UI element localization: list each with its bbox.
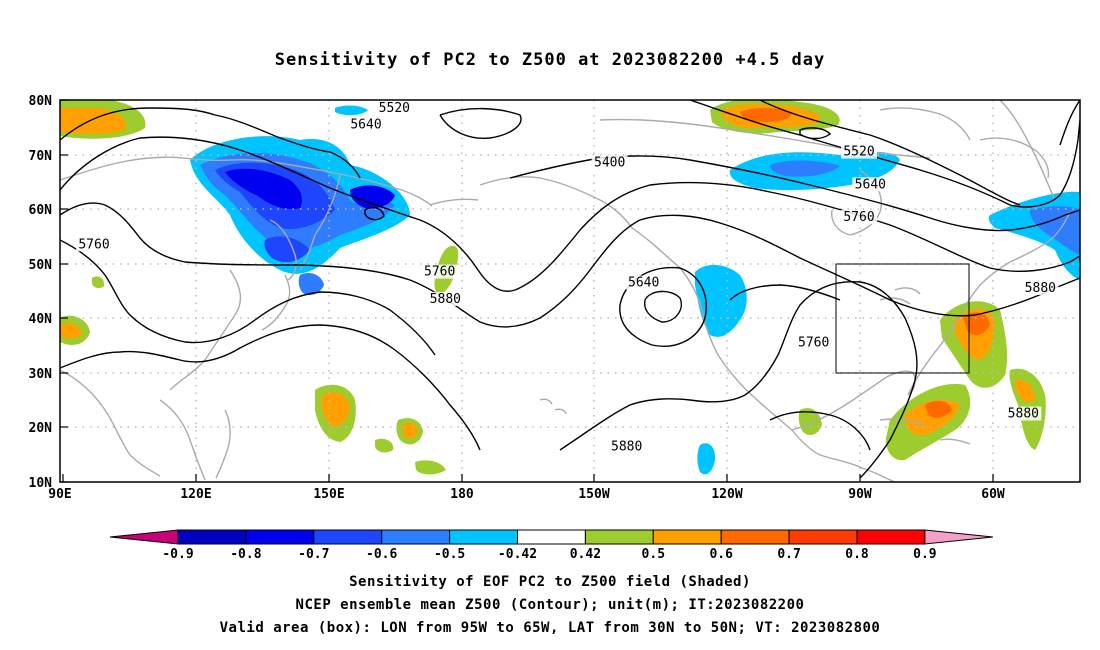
colorbar-segment xyxy=(584,529,654,545)
lon-label: 120W xyxy=(711,487,742,502)
contour-label: 5640 xyxy=(855,177,886,192)
contour-label-bg xyxy=(1022,281,1059,295)
colorbar-tick-label: -0.9 xyxy=(162,547,193,562)
colorbar-segment xyxy=(177,529,247,545)
lat-label: 10N xyxy=(29,476,53,491)
colorbar-segment xyxy=(652,529,722,545)
contour-label-bg xyxy=(427,291,464,306)
caption-line-2: NCEP ensemble mean Z500 (Contour); unit(… xyxy=(295,597,805,613)
contour-label: 5880 xyxy=(430,292,461,307)
contour-label-bg xyxy=(608,439,645,454)
colorbar-tick-label: -0.5 xyxy=(434,547,465,562)
colorbar-tick-label: -0.6 xyxy=(366,547,397,562)
colorbar-segment xyxy=(856,529,926,545)
contour-label-bg xyxy=(348,117,384,132)
contour-label-bg xyxy=(76,237,112,252)
colorbar-segment xyxy=(449,529,519,545)
colorbar-tick-label: 0.8 xyxy=(845,547,869,562)
lat-label: 80N xyxy=(29,94,53,109)
contour-labels: 5520564057605400528055205640576054005760… xyxy=(76,100,1100,454)
lon-label: 90W xyxy=(848,487,872,502)
valid-area-box xyxy=(835,263,970,374)
contour-label: 5520 xyxy=(379,101,410,116)
contour-label: 5760 xyxy=(424,265,455,280)
map-title: Sensitivity of PC2 to Z500 at 2023082200… xyxy=(274,50,826,70)
contour-label-bg xyxy=(625,275,662,290)
colorbar xyxy=(109,529,993,545)
lon-label: 150E xyxy=(313,487,344,502)
contour-label: 5280 xyxy=(1081,106,1100,121)
contour-label: 5760 xyxy=(78,237,109,252)
colorbar-labels: -0.9 -0.8 -0.7 -0.6 -0.5 -0.42 0.42 0.5 0.6 0.7 0.… xyxy=(162,547,936,562)
colorbar-tick-label: -0.42 xyxy=(498,547,537,562)
lat-label: 20N xyxy=(29,421,53,436)
lon-label: 180 xyxy=(450,487,474,502)
lat-labels: 80N 70N 60N 50N 40N 30N 20N 10N xyxy=(29,94,53,491)
colorbar-tick-label: 0.9 xyxy=(913,547,936,562)
lon-label: 150W xyxy=(578,487,609,502)
contour-label-bg xyxy=(852,177,889,192)
lon-labels: 90E 120E 150E 180 150W 120W 90W 60W xyxy=(48,487,1005,502)
contour-label-bg xyxy=(1005,406,1042,421)
contour-label: 5520 xyxy=(843,145,874,160)
lon-label: 60W xyxy=(981,487,1005,502)
contour-label: 5880 xyxy=(1025,281,1056,296)
colorbar-segment xyxy=(381,529,451,545)
contour-label-bg xyxy=(376,100,413,115)
contour-label: 5880 xyxy=(1008,407,1039,422)
plot-frame xyxy=(59,99,1081,483)
colorbar-segment xyxy=(720,529,790,545)
contour-label: 5640 xyxy=(628,276,659,291)
z500-contours xyxy=(60,100,1080,479)
colorbar-tick-label: -0.7 xyxy=(298,547,329,562)
lon-label: 120E xyxy=(180,487,211,502)
colorbar-arrow-right xyxy=(924,529,993,545)
contour-label-bg xyxy=(1079,106,1080,121)
lat-label: 40N xyxy=(29,312,53,327)
caption-line-3: Valid area (box): LON from 95W to 65W, L… xyxy=(219,620,881,636)
colorbar-arrow-left xyxy=(109,529,179,545)
colorbar-segment xyxy=(517,529,586,545)
lat-label: 70N xyxy=(29,149,53,164)
colorbar-tick-label: -0.8 xyxy=(230,547,261,562)
contour-label-bg xyxy=(795,335,832,350)
contour-label: 5640 xyxy=(350,117,381,132)
gridlines xyxy=(60,100,1080,482)
contour-label: 5760 xyxy=(798,336,829,351)
contour-label-bg xyxy=(421,264,458,279)
colorbar-segment xyxy=(245,529,315,545)
colorbar-tick-label: 0.42 xyxy=(570,547,601,562)
contour-label-bg xyxy=(591,155,628,170)
colorbar-tick-label: 0.6 xyxy=(709,547,733,562)
colorbar-tick-label: 0.5 xyxy=(642,547,665,562)
lat-label: 30N xyxy=(29,367,53,382)
contour-label: 5880 xyxy=(611,439,642,454)
lon-label: 90E xyxy=(48,487,71,502)
plot-area: 5520564057605400528055205640576054005760… xyxy=(60,100,1100,482)
colorbar-tick-label: 0.7 xyxy=(777,547,800,562)
colorbar-segment xyxy=(313,529,383,545)
contour-label: 5760 xyxy=(843,210,874,225)
colorbar-segment xyxy=(788,529,858,545)
contour-label-bg xyxy=(841,210,877,225)
contour-label: 5400 xyxy=(594,155,625,170)
contour-label-bg xyxy=(841,144,877,159)
caption-line-1: Sensitivity of EOF PC2 to Z500 field (Sh… xyxy=(349,574,751,590)
lat-label: 50N xyxy=(29,258,53,273)
lat-label: 60N xyxy=(29,203,53,218)
axis-ticks xyxy=(60,99,994,483)
